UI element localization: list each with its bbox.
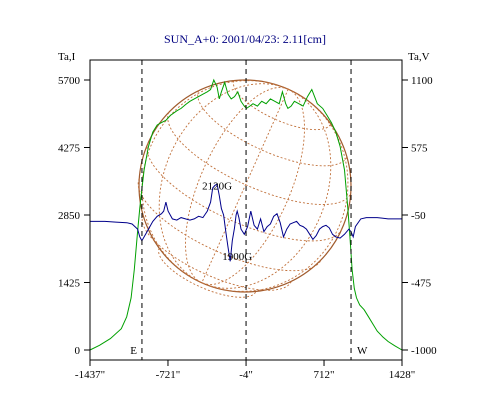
grid-longitude-line: [141, 80, 289, 284]
y-right-tick-label: -1000: [411, 345, 437, 357]
heliographic-grid: [137, 80, 352, 298]
annotation-label: 2120G: [202, 180, 232, 192]
grid-longitude-line: [201, 88, 349, 292]
y-right-tick-label: 1100: [411, 75, 433, 87]
solar-disk: [137, 79, 352, 298]
limb-label-E: E: [130, 345, 137, 357]
y-left-tick-label: 4275: [58, 143, 81, 155]
grid-latitude-line: [197, 90, 348, 167]
grid-longitude-line: [201, 89, 289, 283]
y-left-tick-label: 0: [75, 345, 81, 357]
grid-latitude-line: [167, 112, 352, 205]
x-tick-label: -721": [156, 369, 181, 381]
limb-label-W: W: [357, 345, 368, 357]
y-right-tick-label: -475: [411, 278, 432, 290]
y-right-tick-label: -50: [411, 210, 426, 222]
y-left-tick-label: 5700: [58, 75, 81, 87]
series-line-I: [89, 78, 403, 351]
y-right-tick-label: 575: [411, 143, 428, 155]
annotation-label: 1900G: [222, 251, 252, 263]
grid-latitude-line: [158, 248, 257, 298]
right-axis-label: Ta,V: [408, 51, 430, 63]
grid-longitude-line: [185, 87, 289, 284]
y-left-tick-label: 1425: [58, 278, 81, 290]
grid-latitude-line: [146, 142, 343, 242]
grid-latitude-line: [233, 80, 332, 131]
series-line-V: [90, 183, 402, 262]
grid-latitude-line: [141, 214, 292, 291]
grid-longitude-line: [201, 88, 305, 285]
left-axis-label: Ta,I: [58, 51, 76, 63]
x-tick-label: -1437": [75, 369, 105, 381]
x-tick-label: -4": [239, 369, 253, 381]
chart-title: SUN_A+0: 2001/04/23: 2.11[cm]: [164, 32, 326, 46]
y-left-tick-label: 2850: [58, 210, 81, 222]
x-tick-label: 712": [314, 369, 335, 381]
x-tick-label: 1428": [389, 369, 416, 381]
